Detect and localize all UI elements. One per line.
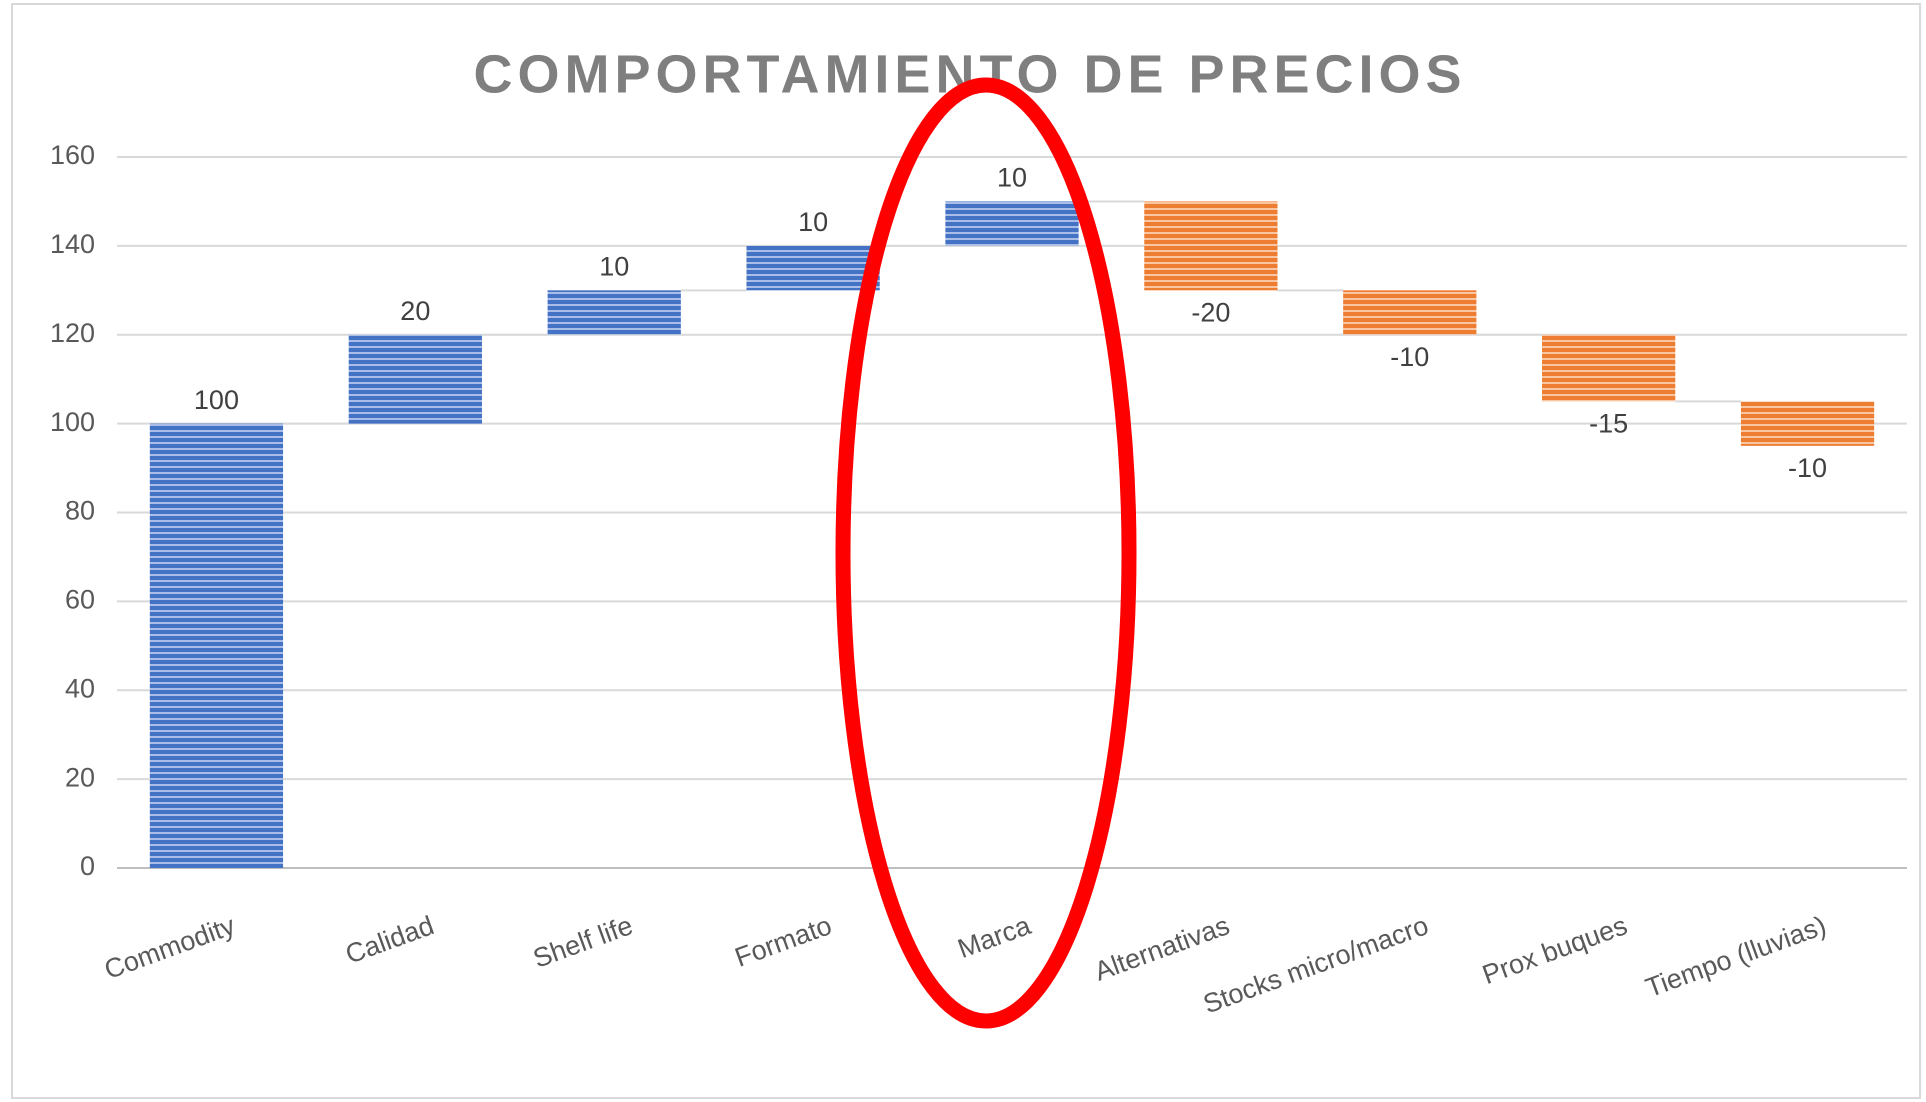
data-label: -20 [1191, 297, 1230, 327]
data-label: -10 [1788, 453, 1827, 483]
y-tick-label: 100 [50, 407, 95, 437]
data-label: 10 [599, 251, 629, 281]
data-label: 20 [400, 296, 430, 326]
bar [547, 290, 681, 335]
bar [348, 334, 482, 424]
chart-frame [11, 3, 1921, 1099]
y-tick-label: 0 [80, 851, 95, 881]
y-tick-label: 160 [50, 140, 95, 170]
data-label: -15 [1589, 409, 1628, 439]
highlight-ellipse [835, 77, 1137, 1029]
bar [149, 423, 284, 868]
y-tick-label: 20 [65, 762, 95, 792]
data-label: 10 [798, 207, 828, 237]
y-tick-label: 120 [50, 318, 95, 348]
y-tick-label: 80 [65, 496, 95, 526]
y-tick-label: 60 [65, 585, 95, 615]
y-tick-label: 140 [50, 229, 95, 259]
bar [1542, 334, 1676, 402]
y-tick-label: 40 [65, 673, 95, 703]
data-label: -10 [1390, 342, 1429, 372]
bar [746, 245, 880, 291]
bar [945, 201, 1079, 246]
data-label: 10 [997, 163, 1027, 193]
bar [1343, 290, 1477, 335]
data-label: 100 [194, 385, 239, 415]
bar [1740, 401, 1875, 446]
bar [1144, 201, 1278, 291]
